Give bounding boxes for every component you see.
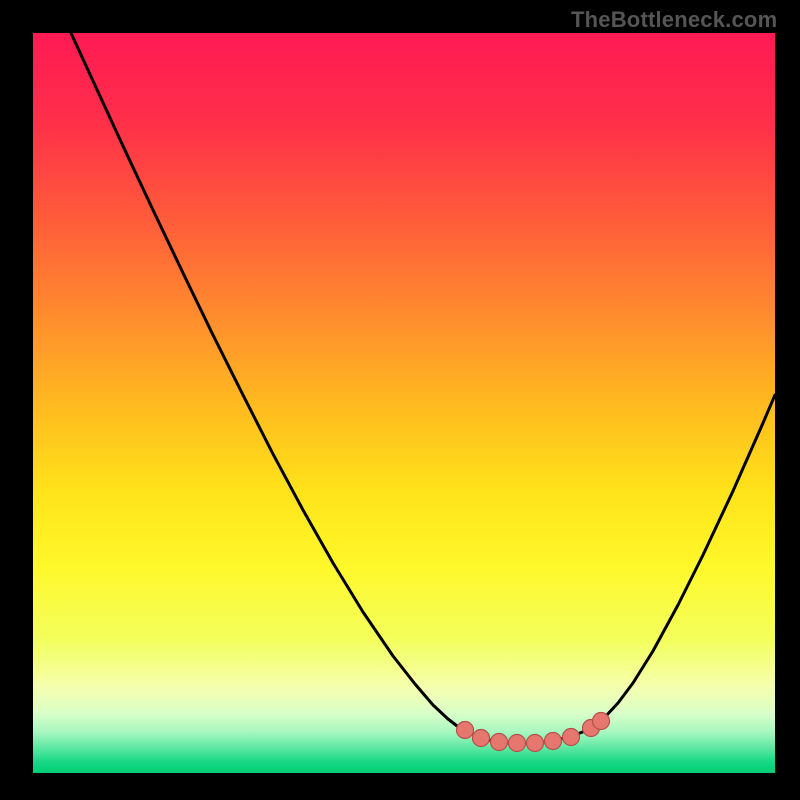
- optimal-marker: [527, 735, 544, 752]
- curve-svg: [33, 33, 775, 773]
- optimal-marker: [545, 733, 562, 750]
- optimal-marker: [491, 734, 508, 751]
- optimal-marker: [473, 730, 490, 747]
- optimal-marker: [563, 729, 580, 746]
- optimal-marker: [509, 735, 526, 752]
- watermark-text: TheBottleneck.com: [571, 7, 777, 33]
- plot-area: [33, 33, 775, 773]
- bottleneck-curve: [71, 33, 775, 743]
- optimal-marker: [457, 722, 474, 739]
- optimal-marker: [593, 713, 610, 730]
